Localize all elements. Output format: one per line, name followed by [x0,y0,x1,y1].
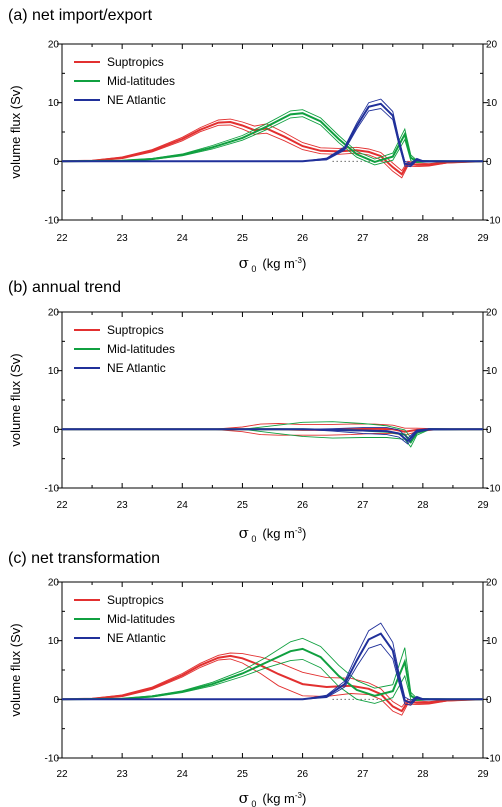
y-tick-label: 10 [48,366,60,377]
x-tick-label: 26 [297,500,309,511]
x-tick-label: 25 [237,769,249,780]
y-tick-label-right: 0 [486,425,492,436]
x-tick-label: 23 [117,233,129,244]
legend-label: Mid-latitudes [107,612,175,626]
y-tick-label: 20 [48,578,60,589]
y-tick-label: 0 [53,157,59,168]
y-tick-label-right: 20 [486,40,498,51]
x-tick-label: 25 [237,233,249,244]
y-tick-label-right: -10 [486,484,501,495]
x-tick-label: 29 [477,769,489,780]
x-axis-label: σ 0 (kg m-3) [239,789,307,807]
x-tick-label: 22 [56,233,68,244]
legend: Suptropics Mid-latitudes NE Atlantic [74,55,175,107]
y-tick-label: 10 [48,636,60,647]
series-suptropics-lower [61,124,484,179]
y-tick-label: 0 [53,425,59,436]
x-tick-label: 26 [297,233,309,244]
x-tick-label: 22 [56,769,68,780]
series-ne-atlantic-line [62,632,483,705]
y-tick-label: 10 [48,98,60,109]
series-suptropics-upper [61,652,484,708]
y-tick-label: 0 [53,695,59,706]
plot-frame [61,311,484,489]
legend-label: Suptropics [107,323,164,337]
panel-title: (c) net transformation [8,550,160,567]
x-tick-label: 24 [177,233,189,244]
y-axis-label: volume flux (Sv) [8,353,23,446]
x-tick-label: 27 [357,500,369,511]
y-tick-label-right: 0 [486,695,492,706]
y-tick-label: 20 [48,308,60,319]
legend-label: NE Atlantic [107,631,166,645]
series-suptropics-lower [61,658,484,716]
x-tick-label: 23 [117,769,129,780]
y-tick-label: -10 [45,216,60,227]
y-tick-label-right: 10 [486,636,498,647]
y-tick-label-right: 10 [486,366,498,377]
series-mid-latitudes-lower [62,428,484,448]
legend: Suptropics Mid-latitudes NE Atlantic [74,323,175,375]
y-tick-label-right: -10 [486,216,501,227]
x-tick-label: 28 [417,233,429,244]
legend-label: Mid-latitudes [107,342,175,356]
series-mid-latitudes-line [61,112,483,163]
plot-frame [61,581,484,759]
legend-label: Suptropics [107,55,164,69]
legend-label: Suptropics [107,593,164,607]
panel-2: (b) annual trend 22 23 24 25 26 27 28 29 -10 -10 0 0… [8,279,501,544]
panel-1: (a) net import/export 22 23 24 25 26 27 28 29 -10… [8,7,501,274]
series-mid-latitudes-line [61,647,483,701]
x-tick-label: 22 [56,500,68,511]
x-tick-label: 23 [117,500,129,511]
x-tick-label: 27 [357,233,369,244]
x-tick-label: 24 [177,500,189,511]
x-tick-label: 25 [237,500,249,511]
panel-3: (c) net transformation 22 23 24 25 26 27 28 29 -1… [8,550,501,807]
series-suptropics-line [61,654,484,713]
x-axis-label: σ 0 (kg m-3) [239,254,307,274]
y-axis-label: volume flux (Sv) [8,85,23,178]
series-suptropics-upper [62,423,484,430]
legend-label: Mid-latitudes [107,74,175,88]
legend-label: NE Atlantic [107,361,166,375]
y-axis-label: volume flux (Sv) [8,623,23,716]
x-tick-label: 26 [297,769,309,780]
y-tick-label-right: 10 [486,98,498,109]
y-tick-label-right: 0 [486,157,492,168]
x-tick-label: 24 [177,769,189,780]
y-tick-label: 20 [48,40,60,51]
x-axis-label: σ 0 (kg m-3) [239,524,307,544]
legend-label: NE Atlantic [107,93,166,107]
series-suptropics-upper [61,118,484,172]
series-ne-atlantic-line [62,102,483,166]
y-tick-label-right: 20 [486,578,498,589]
panel-title: (a) net import/export [8,7,153,24]
x-tick-label: 29 [477,233,489,244]
y-tick-label-right: -10 [486,754,501,765]
series-ne-atlantic-line [62,428,483,443]
x-tick-label: 28 [417,500,429,511]
x-tick-label: 27 [357,769,369,780]
panel-title: (b) annual trend [8,279,121,296]
x-tick-label: 29 [477,500,489,511]
legend: Suptropics Mid-latitudes NE Atlantic [74,593,175,645]
y-tick-label: -10 [45,484,60,495]
y-tick-label-right: 20 [486,308,498,319]
x-tick-label: 28 [417,769,429,780]
y-tick-label: -10 [45,754,60,765]
series-mid-latitudes-upper [61,637,484,700]
